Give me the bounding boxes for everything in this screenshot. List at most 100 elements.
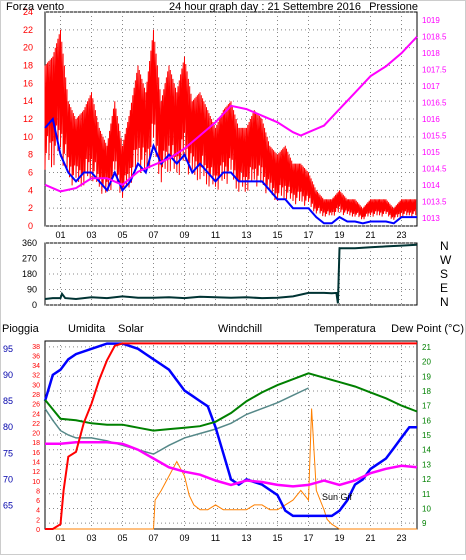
temperature-tick-label: 14 xyxy=(422,446,431,455)
x-tick-label: 03 xyxy=(86,230,96,240)
wind-tick-label: 20 xyxy=(23,43,33,53)
wind-tick-label: 16 xyxy=(23,78,33,88)
windchill-legend-label: Windchill xyxy=(218,323,262,335)
wind-direction-plot-area xyxy=(44,242,418,306)
direction-tick-label: 0 xyxy=(32,300,37,310)
pressure-tick-label: 1014 xyxy=(422,181,440,190)
windchill-series xyxy=(44,387,309,455)
temperature-tick-label: 17 xyxy=(422,402,431,411)
x-tick-label: 21 xyxy=(365,230,375,240)
pressure-tick-label: 1019 xyxy=(422,16,440,25)
x-tick-label: 15 xyxy=(272,230,282,240)
temperature-tick-label: 11 xyxy=(422,490,431,499)
solar-legend-label: Solar xyxy=(118,323,144,335)
wind-tick-label: 2 xyxy=(28,203,33,213)
rain-tick-label: 12 xyxy=(32,469,40,476)
rain-legend-label: Pioggia xyxy=(2,323,40,335)
rain-tick-label: 38 xyxy=(32,344,40,351)
x-tick-label: 19 xyxy=(334,533,344,543)
humidity-series xyxy=(43,342,417,518)
pressure-series xyxy=(44,36,418,193)
compass-label: E xyxy=(440,281,448,295)
dewpoint-series xyxy=(45,441,418,488)
rain-tick-label: 34 xyxy=(32,363,40,370)
x-tick-label: 05 xyxy=(117,533,127,543)
direction-tick-label: 180 xyxy=(22,269,37,279)
humidity-tick-label: 90 xyxy=(3,370,13,380)
pressure-tick-label: 1015.5 xyxy=(422,131,447,140)
temperature-legend-label: Temperatura xyxy=(314,323,377,335)
temperature-tick-label: 9 xyxy=(422,519,427,528)
wind-gust-series xyxy=(44,29,417,220)
sun-gif-annotation: Sun Gif xyxy=(322,492,353,502)
temperature-tick-label: 12 xyxy=(422,475,431,484)
direction-tick-label: 270 xyxy=(22,254,37,264)
rain-tick-label: 10 xyxy=(32,479,40,486)
rain-tick-label: 16 xyxy=(32,450,40,457)
wind-tick-label: 12 xyxy=(23,114,33,124)
x-tick-label: 09 xyxy=(179,230,189,240)
wind-tick-label: 8 xyxy=(28,150,33,160)
x-tick-label: 13 xyxy=(241,230,251,240)
rain-tick-label: 0 xyxy=(36,527,40,534)
x-tick-label: 11 xyxy=(211,230,220,240)
pressure-tick-label: 1017.5 xyxy=(422,66,447,75)
humidity-tick-label: 95 xyxy=(3,344,13,354)
weather-plot-area xyxy=(44,340,418,530)
temperature-tick-label: 10 xyxy=(422,504,431,513)
pressure-tick-label: 1015 xyxy=(422,148,440,157)
pressure-tick-label: 1013 xyxy=(422,214,440,223)
wind-tick-label: 24 xyxy=(23,7,33,17)
x-tick-label: 09 xyxy=(179,533,189,543)
rain-tick-label: 26 xyxy=(32,402,40,409)
weather-chart: 01 03 05 07 09 11 13 15 17 19 21 23 9 10 11 12 13 14 15 16 1… xyxy=(2,323,464,543)
x-tick-label: 19 xyxy=(334,230,344,240)
temperature-tick-label: 18 xyxy=(422,387,431,396)
x-tick-label: 11 xyxy=(211,533,220,543)
direction-tick-label: 360 xyxy=(22,238,37,248)
rain-tick-label: 32 xyxy=(32,373,40,380)
x-tick-label: 01 xyxy=(55,533,65,543)
direction-tick-label: 90 xyxy=(27,285,37,295)
rain-tick-label: 18 xyxy=(32,440,40,447)
rain-tick-label: 36 xyxy=(32,353,40,360)
rain-tick-label: 24 xyxy=(32,411,40,418)
compass-label: N xyxy=(440,239,449,253)
pressure-tick-label: 1016 xyxy=(422,115,440,124)
rain-tick-label: 20 xyxy=(32,431,40,438)
temperature-tick-label: 21 xyxy=(422,343,431,352)
solar-series xyxy=(45,408,417,530)
pressure-tick-label: 1013.5 xyxy=(422,197,447,206)
compass-label: S xyxy=(440,267,448,281)
x-tick-label: 13 xyxy=(241,533,251,543)
x-tick-label: 23 xyxy=(396,230,406,240)
wind-tick-label: 18 xyxy=(23,61,33,71)
pressure-axis-label: Pressione xyxy=(369,1,418,13)
temperature-series xyxy=(44,372,418,432)
wind-direction-series xyxy=(44,243,418,304)
x-tick-label: 07 xyxy=(148,230,158,240)
weather-series xyxy=(43,342,418,530)
chart-title: 24 hour graph day : 21 Settembre 2016 xyxy=(169,1,361,13)
weather-axes: 01 03 05 07 09 11 13 15 17 19 21 23 9 10 11 12 13 14 15 16 1… xyxy=(3,343,431,543)
rain-tick-label: 28 xyxy=(32,392,40,399)
wind-pressure-chart: 01 03 05 07 09 11 13 15 17 19 21 230246810121416182… xyxy=(6,1,447,240)
wind-tick-label: 6 xyxy=(28,168,33,178)
x-tick-label: 01 xyxy=(55,230,65,240)
wind-pressure-axes: 01 03 05 07 09 11 13 15 17 19 21 230246810121416182… xyxy=(23,7,447,240)
temperature-tick-label: 16 xyxy=(422,416,431,425)
rain-tick-label: 14 xyxy=(32,460,40,467)
humidity-tick-label: 70 xyxy=(3,474,13,484)
rain-tick-label: 6 xyxy=(36,498,40,505)
rain-tick-label: 30 xyxy=(32,382,40,389)
rain-tick-label: 8 xyxy=(36,488,40,495)
x-tick-label: 23 xyxy=(396,533,406,543)
pressure-tick-label: 1014.5 xyxy=(422,164,447,173)
humidity-legend-label: Umidita xyxy=(68,323,106,335)
x-tick-label: 03 xyxy=(86,533,96,543)
wind-pressure-series xyxy=(44,29,418,225)
rain-tick-label: 2 xyxy=(36,517,40,524)
